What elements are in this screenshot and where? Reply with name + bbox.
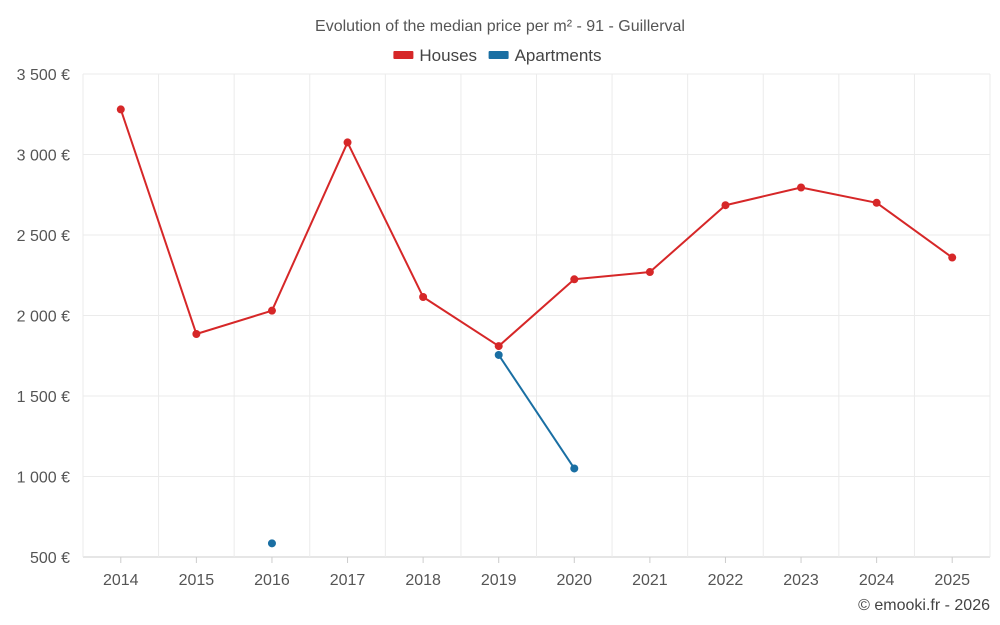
series-apartments (267, 350, 579, 548)
x-axis: 2014 2015 2016 2017 2018 2019 2020 2021 2022 2023… (103, 557, 970, 589)
x-tick-label: 2016 (254, 572, 290, 589)
x-tick-label: 2018 (405, 572, 441, 589)
series-line-apartments (497, 353, 576, 470)
credit-text: © emooki.fr - 2026 (858, 597, 990, 614)
x-tick-label: 2023 (783, 572, 819, 589)
y-tick-label: 3 000 € (17, 148, 70, 165)
chart-title: Evolution of the median price per m² - 9… (315, 18, 685, 35)
y-tick-label: 500 € (30, 550, 70, 567)
legend-label-houses: Houses (419, 46, 477, 65)
x-tick-label: 2019 (481, 572, 517, 589)
y-tick-label: 2 000 € (17, 309, 70, 326)
legend-swatch-apartments (488, 51, 509, 59)
y-tick-label: 1 000 € (17, 470, 70, 487)
legend: Houses Apartments (393, 46, 602, 65)
series-layer (116, 105, 957, 548)
y-axis: 500 € 1 000 € 1 500 € 2 000 € 2 500 € 3 000 €… (17, 67, 70, 567)
data-point-houses (645, 268, 654, 277)
x-tick-label: 2014 (103, 572, 139, 589)
y-tick-label: 3 500 € (17, 67, 70, 84)
data-point-houses (570, 275, 579, 284)
grid (82, 73, 991, 558)
y-tick-label: 2 500 € (17, 228, 70, 245)
data-point-houses (797, 183, 806, 192)
data-point-houses (116, 105, 125, 114)
series-line-houses (119, 108, 954, 348)
legend-label-apartments: Apartments (515, 46, 602, 65)
data-point-houses (267, 306, 276, 315)
data-point-apartments (267, 539, 276, 548)
x-tick-label: 2020 (556, 572, 592, 589)
data-point-apartments (570, 464, 579, 473)
x-tick-label: 2017 (330, 572, 366, 589)
data-point-houses (343, 138, 352, 147)
data-point-houses (721, 201, 730, 210)
x-tick-label: 2021 (632, 572, 668, 589)
data-point-houses (419, 292, 428, 301)
x-tick-label: 2025 (934, 572, 970, 589)
legend-swatch-houses (393, 51, 414, 59)
data-point-houses (948, 253, 957, 262)
data-point-houses (872, 198, 881, 207)
data-point-houses (192, 330, 201, 339)
data-point-apartments (494, 350, 503, 359)
x-tick-label: 2015 (179, 572, 215, 589)
x-tick-label: 2024 (859, 572, 895, 589)
y-tick-label: 1 500 € (17, 389, 70, 406)
x-tick-label: 2022 (708, 572, 744, 589)
series-houses (116, 105, 957, 351)
legend-item-houses: Houses (393, 46, 477, 65)
legend-item-apartments: Apartments (488, 46, 602, 65)
data-point-houses (494, 342, 503, 351)
